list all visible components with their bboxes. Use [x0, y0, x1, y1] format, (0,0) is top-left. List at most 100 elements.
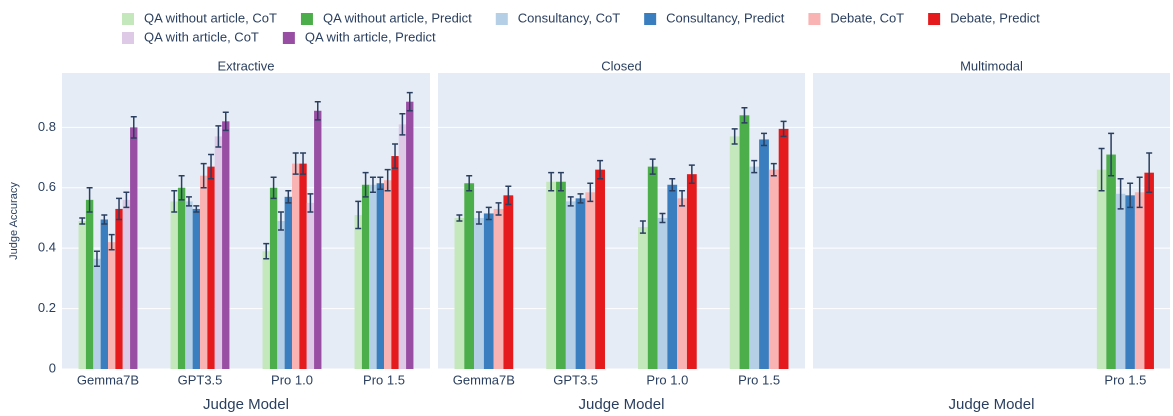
bar	[1134, 192, 1145, 369]
y-tick-label: 0.2	[38, 300, 56, 315]
bar	[638, 227, 648, 369]
legend-swatch	[495, 13, 508, 25]
error-bar	[208, 153, 215, 180]
bar	[85, 199, 94, 369]
legend-label: Consultancy, CoT	[518, 10, 620, 25]
x-axis-title: Judge Model	[203, 396, 289, 413]
error-bar	[392, 143, 399, 169]
bar	[1125, 195, 1135, 369]
x-tick-label: GPT3.5	[178, 372, 223, 387]
error-bar	[86, 187, 93, 213]
y-tick-label: 0.6	[38, 179, 56, 194]
bar	[100, 219, 108, 369]
error-bar	[679, 190, 686, 207]
error-bar	[369, 176, 376, 194]
bar	[595, 169, 605, 369]
error-bar	[171, 190, 178, 213]
x-axis-title: Judge Model	[579, 396, 665, 413]
error-bar	[639, 220, 646, 234]
bar	[391, 156, 399, 369]
legend-label: Consultancy, Predict	[666, 10, 785, 25]
legend-swatch	[122, 13, 134, 25]
y-tick-label: 0	[49, 360, 56, 375]
error-bar	[567, 196, 574, 207]
bar	[575, 198, 586, 369]
error-bar	[285, 190, 292, 204]
error-bar	[277, 211, 284, 231]
bar	[262, 251, 270, 369]
bar	[493, 208, 504, 369]
legend-swatch	[300, 13, 313, 25]
x-tick-label: GPT3.5	[553, 372, 598, 387]
x-tick-label: Pro 1.5	[363, 372, 405, 387]
error-bar	[557, 171, 564, 192]
bar	[1096, 169, 1107, 369]
bar	[185, 201, 193, 369]
legend-swatch	[808, 13, 821, 25]
error-bar	[466, 174, 473, 192]
y-axis-title: Judge Accuracy	[8, 182, 20, 260]
error-bar	[406, 91, 413, 112]
error-bar	[384, 168, 391, 192]
error-bar	[93, 250, 100, 268]
error-bar	[292, 152, 299, 175]
bar	[122, 199, 131, 369]
error-bar	[688, 164, 695, 184]
error-bar	[761, 132, 768, 147]
bar	[585, 192, 596, 369]
bar	[108, 242, 116, 369]
bar	[464, 183, 475, 369]
bar	[398, 124, 407, 369]
bar	[369, 184, 377, 369]
error-bar	[780, 120, 787, 138]
error-bar	[1136, 176, 1143, 209]
bar	[200, 175, 208, 369]
bar	[130, 127, 138, 370]
bar	[384, 180, 392, 369]
error-bar	[300, 152, 307, 175]
bar	[277, 221, 285, 369]
bar	[474, 217, 484, 369]
panel-title: Extractive	[217, 58, 274, 73]
bar	[306, 202, 315, 369]
y-tick-label: 0.4	[38, 240, 56, 255]
bar	[686, 174, 697, 369]
bar	[406, 101, 414, 369]
error-bar	[215, 125, 222, 148]
error-bar	[669, 177, 676, 192]
bar	[729, 136, 740, 369]
error-bar	[577, 193, 584, 204]
bar	[749, 166, 760, 369]
error-bar	[200, 162, 207, 189]
error-bar	[597, 159, 604, 180]
bar	[483, 213, 494, 369]
x-tick-label: Pro 1.5	[738, 372, 780, 387]
bar	[115, 208, 123, 369]
error-bar	[770, 162, 777, 177]
bar	[78, 221, 86, 369]
error-bar	[505, 185, 512, 206]
bar	[192, 208, 200, 369]
error-bar	[263, 242, 270, 260]
bar	[565, 201, 576, 369]
error-bar	[130, 116, 137, 139]
bar	[768, 169, 779, 369]
bar	[1106, 154, 1116, 369]
bar	[299, 163, 307, 369]
error-bar	[314, 100, 321, 121]
bar	[354, 214, 362, 369]
error-bar	[355, 200, 362, 230]
panel-title: Multimodal	[960, 58, 1023, 73]
legend-label: Debate, Predict	[950, 10, 1040, 25]
bar	[454, 217, 465, 369]
bar	[93, 258, 101, 369]
legend-label: QA without article, Predict	[323, 10, 472, 25]
error-bar	[79, 217, 86, 225]
error-bar	[362, 171, 369, 198]
bar	[759, 139, 769, 369]
error-bar	[101, 214, 108, 225]
x-tick-label: Pro 1.0	[271, 372, 313, 387]
bar	[376, 183, 384, 369]
legend-swatch	[282, 32, 295, 44]
